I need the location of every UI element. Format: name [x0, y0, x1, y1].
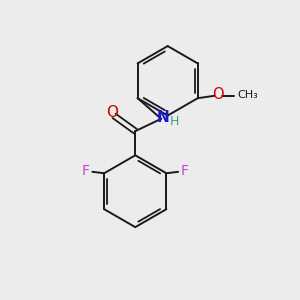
Text: F: F — [82, 164, 90, 178]
Text: H: H — [170, 115, 179, 128]
Text: CH₃: CH₃ — [238, 90, 259, 100]
Text: O: O — [106, 105, 118, 120]
Text: F: F — [181, 164, 189, 178]
Text: N: N — [157, 110, 169, 124]
Text: O: O — [212, 87, 224, 102]
